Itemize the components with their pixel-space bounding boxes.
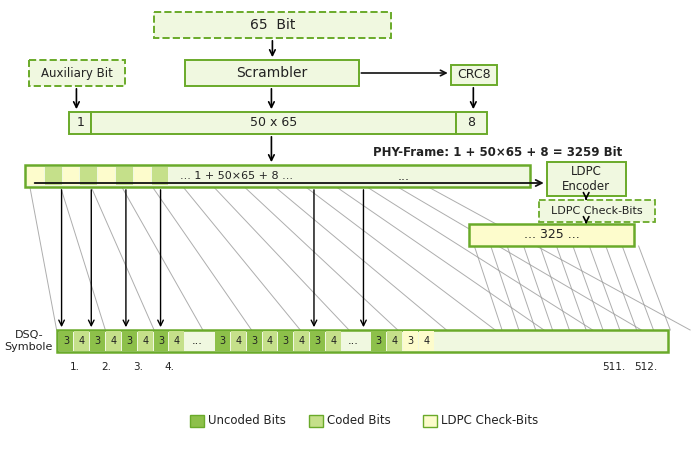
Text: 50 x 65: 50 x 65: [250, 116, 297, 130]
FancyBboxPatch shape: [153, 12, 391, 38]
Text: 3: 3: [63, 336, 69, 346]
FancyBboxPatch shape: [326, 331, 341, 351]
FancyBboxPatch shape: [29, 60, 125, 86]
Text: 3: 3: [94, 336, 101, 346]
Text: 4: 4: [174, 336, 180, 346]
FancyBboxPatch shape: [45, 167, 62, 185]
Text: 8: 8: [468, 116, 475, 130]
Text: ...: ...: [398, 169, 410, 182]
Text: LDPC
Encoder: LDPC Encoder: [562, 165, 610, 193]
Text: 3: 3: [283, 336, 289, 346]
FancyBboxPatch shape: [387, 331, 402, 351]
Text: LDPC Check-Bits: LDPC Check-Bits: [551, 206, 643, 216]
Text: 4: 4: [298, 336, 304, 346]
Text: PHY-Frame: 1 + 50×65 + 8 = 3259 Bit: PHY-Frame: 1 + 50×65 + 8 = 3259 Bit: [373, 147, 622, 159]
Text: 511.: 511.: [602, 362, 626, 372]
FancyBboxPatch shape: [138, 331, 153, 351]
FancyBboxPatch shape: [153, 331, 169, 351]
FancyBboxPatch shape: [215, 331, 230, 351]
Text: ...: ...: [348, 336, 359, 346]
Text: DSQ-: DSQ-: [15, 330, 43, 340]
Text: 1: 1: [76, 116, 84, 130]
FancyBboxPatch shape: [539, 200, 655, 222]
FancyBboxPatch shape: [25, 165, 530, 187]
Text: Auxiliary Bit: Auxiliary Bit: [41, 66, 113, 80]
Text: 3: 3: [251, 336, 257, 346]
FancyBboxPatch shape: [152, 167, 169, 185]
Text: 4: 4: [267, 336, 273, 346]
Text: 4: 4: [330, 336, 336, 346]
FancyBboxPatch shape: [423, 415, 437, 427]
Text: 4: 4: [424, 336, 429, 346]
Text: 4: 4: [391, 336, 398, 346]
FancyBboxPatch shape: [246, 331, 262, 351]
Text: Uncoded Bits: Uncoded Bits: [208, 414, 286, 427]
Text: 512.: 512.: [634, 362, 657, 372]
Text: 65  Bit: 65 Bit: [250, 18, 295, 32]
Text: 1.: 1.: [69, 362, 79, 372]
Text: 4.: 4.: [164, 362, 174, 372]
FancyBboxPatch shape: [262, 331, 277, 351]
Text: 3: 3: [126, 336, 132, 346]
FancyBboxPatch shape: [372, 331, 386, 351]
FancyBboxPatch shape: [310, 331, 325, 351]
FancyBboxPatch shape: [134, 167, 150, 185]
Text: CRC8: CRC8: [457, 69, 491, 82]
FancyBboxPatch shape: [169, 331, 184, 351]
Text: 3: 3: [376, 336, 382, 346]
FancyBboxPatch shape: [456, 112, 487, 134]
FancyBboxPatch shape: [451, 65, 497, 85]
Text: ...: ...: [192, 336, 202, 346]
FancyBboxPatch shape: [122, 331, 136, 351]
FancyBboxPatch shape: [59, 331, 74, 351]
Text: ... 325 ...: ... 325 ...: [524, 229, 580, 241]
FancyBboxPatch shape: [294, 331, 309, 351]
Text: 3: 3: [158, 336, 164, 346]
Text: Scrambler: Scrambler: [237, 66, 307, 80]
FancyBboxPatch shape: [470, 224, 634, 246]
FancyBboxPatch shape: [98, 167, 115, 185]
Text: 4: 4: [142, 336, 148, 346]
Text: Symbole: Symbole: [5, 342, 53, 352]
FancyBboxPatch shape: [419, 331, 434, 351]
FancyBboxPatch shape: [186, 60, 358, 86]
Text: 3: 3: [314, 336, 321, 346]
FancyBboxPatch shape: [27, 167, 44, 185]
Text: 4: 4: [111, 336, 117, 346]
FancyBboxPatch shape: [403, 331, 418, 351]
Text: 3.: 3.: [133, 362, 143, 372]
FancyBboxPatch shape: [80, 167, 97, 185]
Text: 3: 3: [219, 336, 225, 346]
Text: LDPC Check-Bits: LDPC Check-Bits: [441, 414, 538, 427]
FancyBboxPatch shape: [309, 415, 323, 427]
FancyBboxPatch shape: [106, 331, 121, 351]
FancyBboxPatch shape: [231, 331, 246, 351]
FancyBboxPatch shape: [91, 112, 456, 134]
Text: 4: 4: [79, 336, 85, 346]
Text: ... 1 + 50×65 + 8 ...: ... 1 + 50×65 + 8 ...: [181, 171, 293, 181]
FancyBboxPatch shape: [57, 330, 668, 352]
FancyBboxPatch shape: [190, 415, 204, 427]
Text: 2.: 2.: [101, 362, 111, 372]
FancyBboxPatch shape: [62, 167, 79, 185]
Text: 4: 4: [235, 336, 241, 346]
Text: Coded Bits: Coded Bits: [327, 414, 391, 427]
FancyBboxPatch shape: [69, 112, 91, 134]
FancyBboxPatch shape: [547, 162, 626, 196]
FancyBboxPatch shape: [74, 331, 90, 351]
FancyBboxPatch shape: [90, 331, 105, 351]
Text: 3: 3: [407, 336, 414, 346]
FancyBboxPatch shape: [116, 167, 133, 185]
FancyBboxPatch shape: [279, 331, 293, 351]
